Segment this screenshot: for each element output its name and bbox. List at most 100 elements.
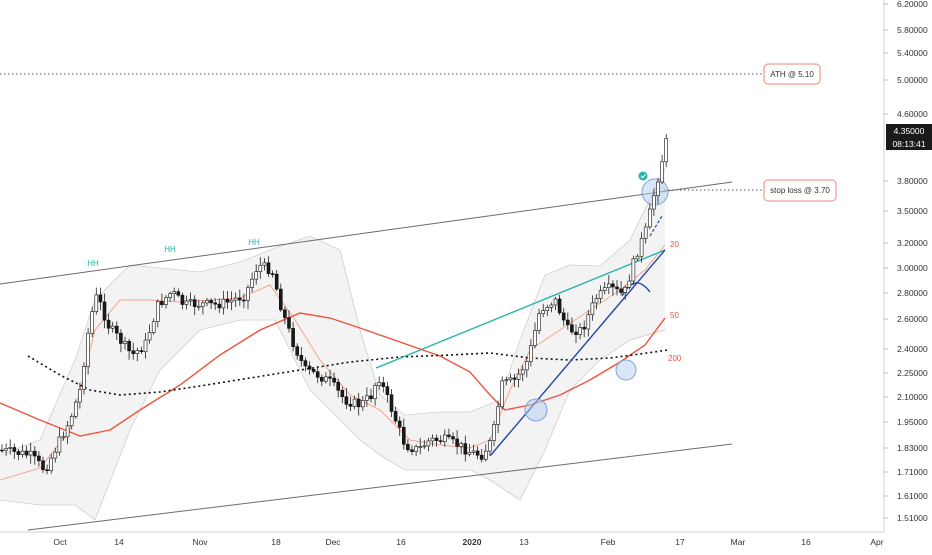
candle[interactable] (377, 382, 382, 386)
candle[interactable] (516, 373, 521, 380)
candle[interactable] (471, 450, 476, 453)
candle[interactable] (553, 298, 558, 306)
candle[interactable] (274, 273, 279, 290)
candle[interactable] (475, 450, 480, 456)
candle[interactable] (656, 181, 660, 196)
candle[interactable] (86, 332, 90, 367)
candle[interactable] (61, 436, 66, 439)
price-axis[interactable]: 6.20000 5.80000 5.40000 5.00000 4.60000 3.800… (884, 0, 928, 523)
candle[interactable] (41, 460, 45, 471)
candle[interactable] (397, 420, 402, 428)
candle[interactable] (434, 437, 439, 441)
candle[interactable] (151, 321, 156, 333)
candle[interactable] (295, 346, 300, 356)
candle[interactable] (201, 302, 205, 307)
candle[interactable] (385, 386, 390, 396)
candle[interactable] (254, 271, 258, 280)
candle[interactable] (78, 389, 82, 403)
candle[interactable] (258, 264, 263, 272)
candle[interactable] (110, 325, 115, 329)
candle[interactable] (238, 297, 242, 301)
candle[interactable] (549, 304, 554, 308)
candle[interactable] (492, 424, 496, 441)
ath-callout[interactable]: ATH @ 5.10 (763, 63, 821, 85)
candle[interactable] (455, 438, 459, 447)
candle[interactable] (508, 377, 513, 381)
candle[interactable] (225, 298, 230, 303)
candle[interactable] (49, 457, 54, 471)
candle[interactable] (557, 298, 562, 314)
candle[interactable] (98, 294, 103, 303)
candle[interactable] (369, 395, 373, 400)
candle[interactable] (115, 325, 119, 334)
candle[interactable] (127, 341, 131, 352)
candle[interactable] (479, 454, 484, 460)
candle[interactable] (278, 288, 283, 311)
candle[interactable] (430, 437, 435, 442)
candle[interactable] (209, 300, 213, 304)
candle[interactable] (570, 324, 574, 333)
stop-loss-callout[interactable]: stop loss @ 3.70 (763, 179, 837, 202)
candle[interactable] (365, 395, 369, 401)
candle[interactable] (598, 290, 603, 299)
time-axis[interactable]: Oct 14 Nov 18 Dec 16 2020 13 Feb 17 Mar 16 Apr (53, 537, 883, 547)
candle[interactable] (4, 448, 8, 451)
candle[interactable] (180, 294, 185, 305)
candle[interactable] (45, 469, 49, 472)
candle[interactable] (615, 286, 619, 290)
candle[interactable] (229, 299, 234, 303)
candle[interactable] (488, 440, 492, 452)
candle[interactable] (291, 328, 295, 347)
candle[interactable] (197, 305, 201, 308)
candle[interactable] (160, 301, 164, 305)
candle[interactable] (328, 376, 332, 379)
candle[interactable] (172, 291, 176, 294)
candle[interactable] (623, 287, 628, 293)
candle[interactable] (20, 450, 25, 455)
candle[interactable] (242, 299, 246, 302)
candle[interactable] (176, 291, 181, 296)
candle[interactable] (131, 350, 135, 354)
candle[interactable] (156, 301, 160, 322)
candle[interactable] (69, 416, 74, 427)
candle[interactable] (139, 350, 144, 353)
candle[interactable] (389, 394, 394, 412)
candle[interactable] (586, 314, 591, 330)
candle[interactable] (635, 255, 640, 260)
candle[interactable] (529, 345, 533, 362)
candle[interactable] (512, 377, 517, 380)
candle[interactable] (533, 330, 537, 346)
candle[interactable] (451, 436, 455, 440)
candle[interactable] (611, 283, 615, 288)
candle[interactable] (541, 310, 546, 315)
candle[interactable] (442, 434, 447, 442)
candle[interactable] (582, 326, 587, 330)
alert-marker-icon[interactable] (638, 171, 648, 181)
candle[interactable] (24, 450, 29, 456)
candle[interactable] (594, 298, 599, 304)
candle[interactable] (246, 287, 250, 301)
candle[interactable] (602, 287, 607, 291)
candle[interactable] (574, 331, 578, 335)
candle[interactable] (283, 309, 287, 318)
candle[interactable] (0, 449, 4, 452)
candle[interactable] (438, 440, 443, 442)
candle[interactable] (102, 301, 107, 321)
candle[interactable] (520, 369, 525, 375)
candle[interactable] (619, 288, 623, 293)
candle[interactable] (90, 311, 94, 334)
candle[interactable] (373, 385, 377, 400)
candle[interactable] (119, 332, 123, 344)
candle[interactable] (459, 443, 464, 447)
candle[interactable] (336, 381, 341, 391)
candle[interactable] (94, 294, 99, 312)
candle[interactable] (565, 319, 570, 326)
candle[interactable] (422, 445, 427, 448)
candle[interactable] (340, 389, 345, 397)
candle[interactable] (12, 447, 17, 452)
candle[interactable] (213, 302, 217, 305)
candle[interactable] (135, 350, 140, 354)
candle[interactable] (221, 298, 226, 309)
candle[interactable] (266, 262, 271, 274)
candle[interactable] (53, 451, 58, 459)
